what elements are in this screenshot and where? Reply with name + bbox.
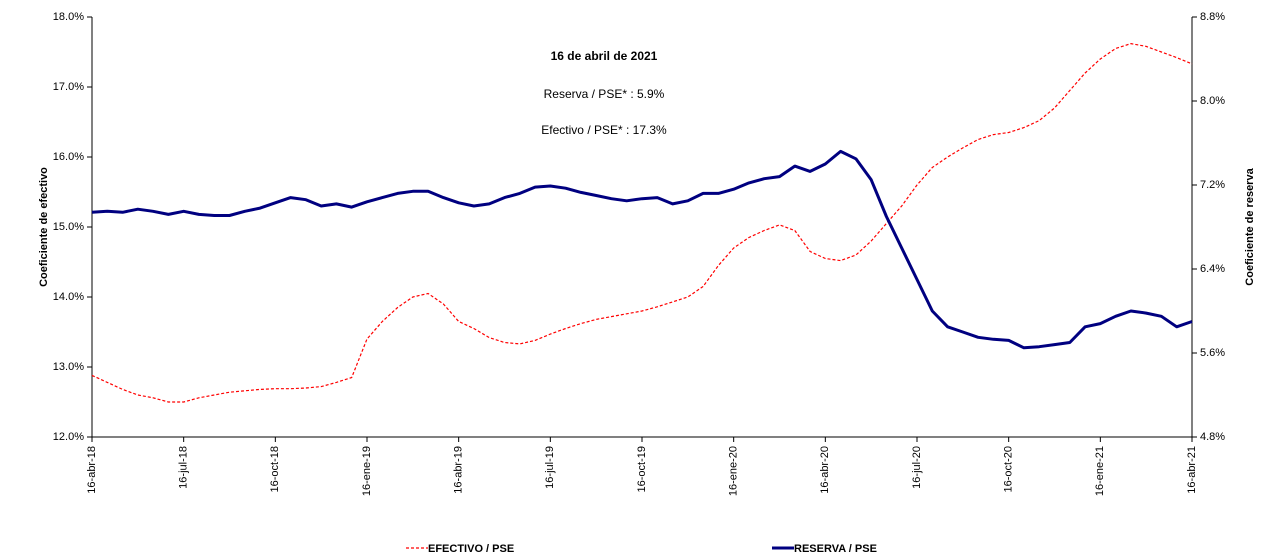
y2-tick-label: 4.8% [1200, 431, 1225, 443]
series-line [91, 43, 1193, 403]
x-tick-label: 16-ene-20 [728, 446, 740, 496]
x-tick-label: 16-oct-18 [269, 446, 281, 492]
y-tick-label: 12.0% [53, 431, 84, 443]
series-line [91, 149, 1193, 350]
x-tick-label: 16-ene-21 [1094, 446, 1106, 496]
x-tick-label: 16-jul-20 [911, 446, 923, 489]
y2-tick-label: 8.0% [1200, 95, 1225, 107]
y-tick-label: 16.0% [53, 151, 84, 163]
x-tick-label: 16-oct-20 [1003, 446, 1015, 492]
annotation: 16 de abril de 2021 [551, 49, 658, 63]
annotation: Efectivo / PSE* : 17.3% [541, 123, 667, 137]
x-tick-label: 16-abr-20 [819, 446, 831, 494]
y-axis-label: Coeficiente de efectivo [38, 167, 50, 287]
x-tick-label: 16-abr-19 [453, 446, 465, 494]
y2-tick-label: 7.2% [1200, 179, 1225, 191]
x-tick-label: 16-ene-19 [361, 446, 373, 496]
y-tick-label: 17.0% [53, 81, 84, 93]
y-tick-label: 13.0% [53, 361, 84, 373]
legend-label: RESERVA / PSE [794, 543, 877, 555]
y2-tick-label: 8.8% [1200, 11, 1225, 23]
x-tick-label: 16-abr-18 [86, 446, 98, 494]
legend-label: EFECTIVO / PSE [428, 543, 514, 555]
x-tick-label: 16-jul-19 [544, 446, 556, 489]
y-tick-label: 14.0% [53, 291, 84, 303]
x-tick-label: 16-jul-18 [178, 446, 190, 489]
y2-tick-label: 5.6% [1200, 347, 1225, 359]
x-tick-label: 16-oct-19 [636, 446, 648, 492]
x-tick-label: 16-abr-21 [1186, 446, 1198, 494]
annotation: Reserva / PSE* : 5.9% [544, 87, 665, 101]
y2-axis-label: Coeficiente de reserva [1244, 167, 1256, 285]
y-tick-label: 18.0% [53, 11, 84, 23]
y2-tick-label: 6.4% [1200, 263, 1225, 275]
y-tick-label: 15.0% [53, 221, 84, 233]
